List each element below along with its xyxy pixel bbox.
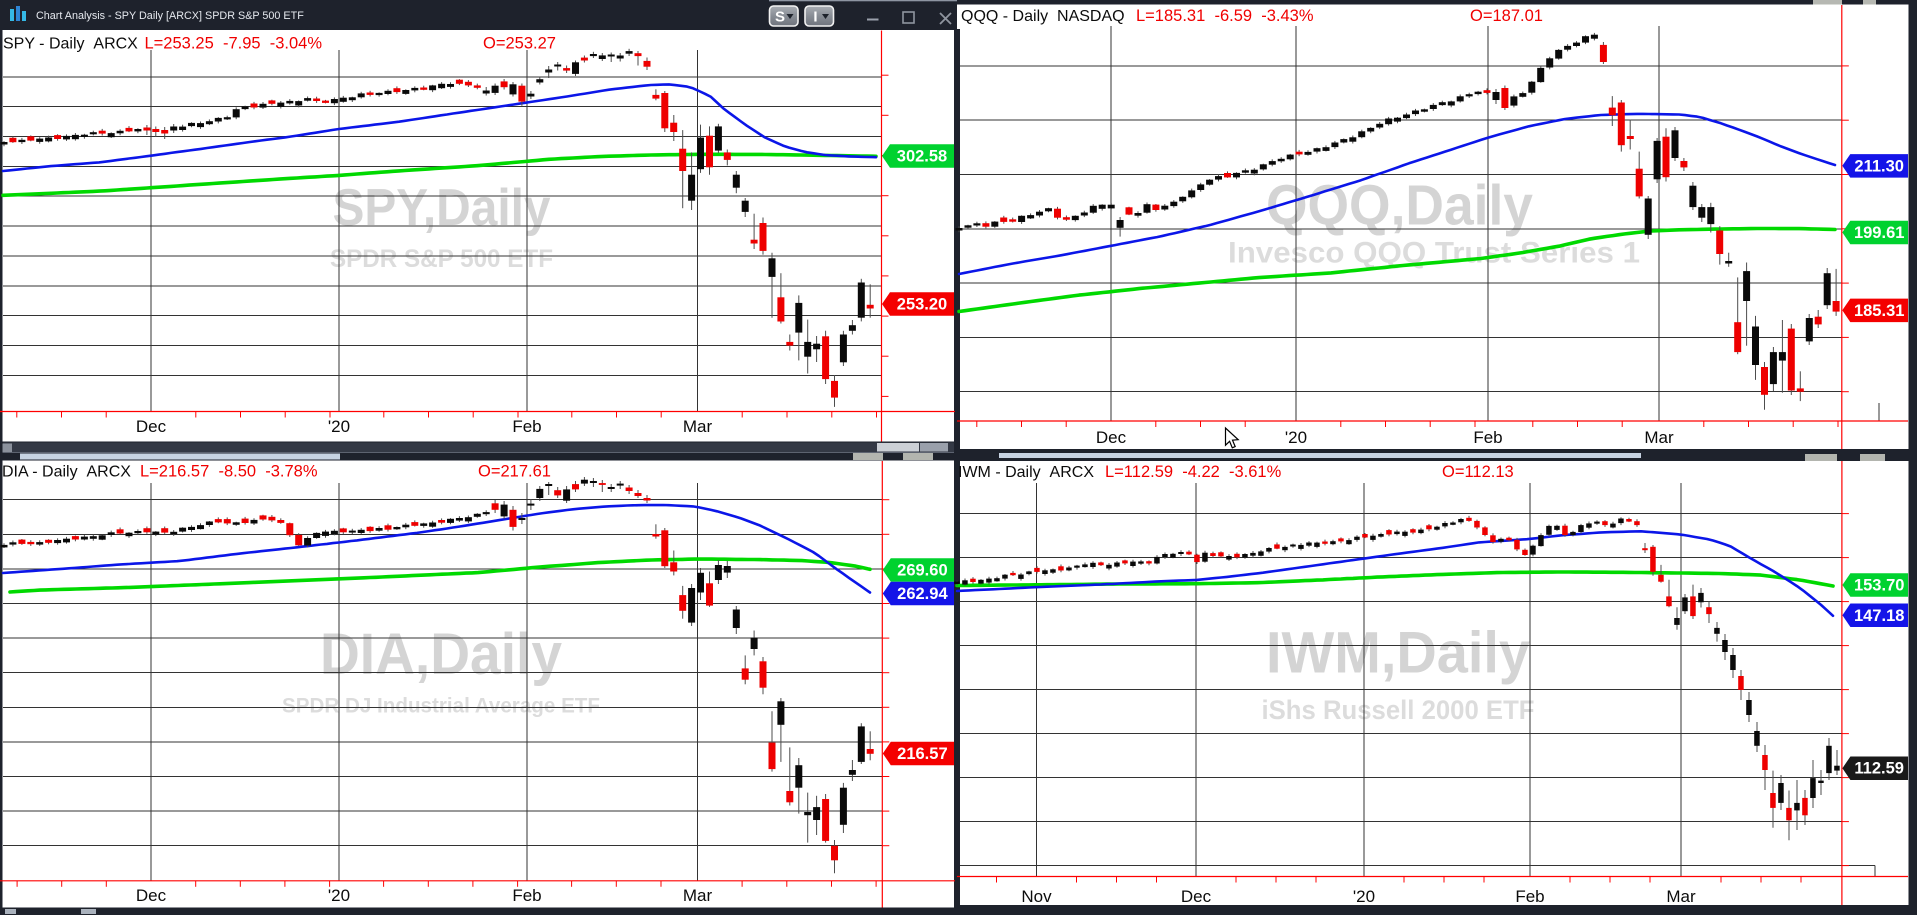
- svg-text:SPY - Daily ARCX: SPY - Daily ARCX: [3, 36, 138, 53]
- svg-text:Feb: Feb: [512, 886, 541, 905]
- svg-text:153.70: 153.70: [1854, 577, 1904, 595]
- svg-text:IWM - Daily ARCX: IWM - Daily ARCX: [958, 464, 1094, 481]
- svg-text:'20: '20: [328, 417, 350, 436]
- svg-text:302.58: 302.58: [897, 148, 947, 166]
- svg-text:DIA,Daily: DIA,Daily: [320, 622, 562, 687]
- svg-text:L=216.57 -8.50 -3.78%: L=216.57 -8.50 -3.78%: [140, 463, 318, 481]
- svg-text:O=253.27: O=253.27: [483, 35, 556, 53]
- svg-text:SPDR S&P 500 ETF: SPDR S&P 500 ETF: [330, 246, 553, 273]
- svg-text:O=217.61: O=217.61: [478, 463, 551, 481]
- svg-text:L=253.25 -7.95 -3.04%: L=253.25 -7.95 -3.04%: [145, 35, 323, 53]
- svg-text:Dec: Dec: [136, 886, 167, 905]
- svg-text:Mar: Mar: [683, 886, 713, 905]
- svg-text:IWM,Daily: IWM,Daily: [1266, 621, 1530, 686]
- svg-text:L=185.31 -6.59 -3.43%: L=185.31 -6.59 -3.43%: [1136, 7, 1314, 25]
- svg-text:Dec: Dec: [1096, 428, 1127, 447]
- svg-text:SPY,Daily: SPY,Daily: [333, 179, 551, 237]
- svg-text:211.30: 211.30: [1854, 157, 1904, 175]
- svg-text:'20: '20: [1285, 428, 1307, 447]
- svg-text:Mar: Mar: [1666, 887, 1696, 906]
- svg-text:'20: '20: [1353, 887, 1375, 906]
- svg-text:185.31: 185.31: [1854, 302, 1904, 320]
- svg-text:Feb: Feb: [512, 417, 541, 436]
- svg-text:iShs Russell 2000 ETF: iShs Russell 2000 ETF: [1262, 695, 1535, 725]
- svg-text:Mar: Mar: [1644, 428, 1674, 447]
- svg-text:SPDR DJ Industrial Average ETF: SPDR DJ Industrial Average ETF: [282, 694, 600, 718]
- svg-text:DIA - Daily ARCX: DIA - Daily ARCX: [2, 464, 131, 481]
- svg-text:147.18: 147.18: [1854, 607, 1904, 625]
- svg-text:O=112.13: O=112.13: [1442, 463, 1514, 481]
- svg-text:Dec: Dec: [1181, 887, 1212, 906]
- svg-text:O=187.01: O=187.01: [1470, 7, 1543, 25]
- svg-text:Mar: Mar: [683, 417, 713, 436]
- svg-text:Feb: Feb: [1515, 887, 1544, 906]
- svg-text:253.20: 253.20: [897, 296, 947, 314]
- svg-text:L=112.59 -4.22 -3.61%: L=112.59 -4.22 -3.61%: [1105, 463, 1282, 481]
- svg-text:199.61: 199.61: [1854, 224, 1904, 242]
- svg-text:QQQ,Daily: QQQ,Daily: [1266, 174, 1533, 238]
- svg-text:'20: '20: [328, 886, 350, 905]
- svg-text:Dec: Dec: [136, 417, 167, 436]
- svg-text:Feb: Feb: [1473, 428, 1502, 447]
- svg-text:216.57: 216.57: [897, 745, 947, 763]
- svg-text:262.94: 262.94: [897, 585, 948, 603]
- svg-text:Chart Analysis - SPY Daily [AR: Chart Analysis - SPY Daily [ARCX] SPDR S…: [36, 10, 304, 22]
- svg-text:269.60: 269.60: [897, 562, 947, 580]
- svg-text:112.59: 112.59: [1854, 760, 1904, 778]
- svg-text:QQQ - Daily NASDAQ: QQQ - Daily NASDAQ: [961, 8, 1125, 25]
- svg-text:S: S: [775, 9, 785, 26]
- svg-text:I: I: [813, 9, 817, 26]
- svg-text:Nov: Nov: [1021, 887, 1052, 906]
